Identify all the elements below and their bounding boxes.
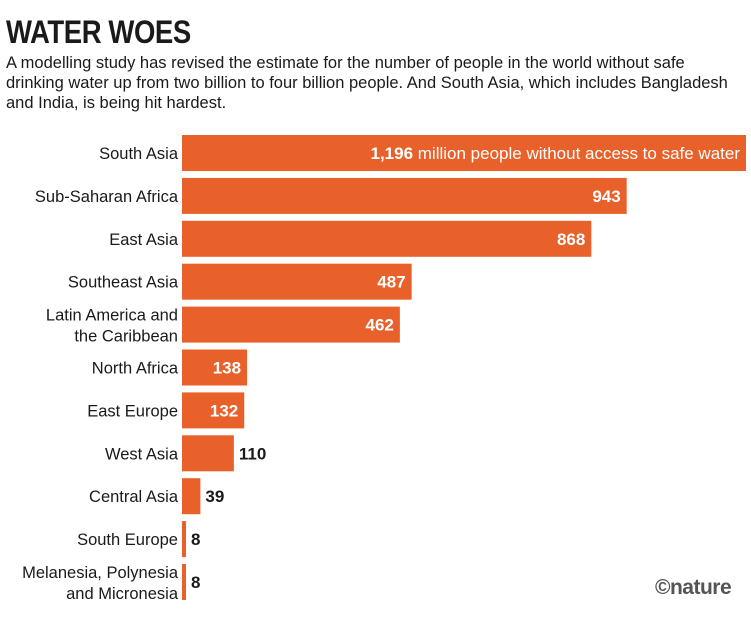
value-label: 132 — [210, 401, 238, 420]
bar — [182, 177, 627, 214]
category-label: North Africa — [92, 360, 179, 378]
category-label: West Asia — [105, 445, 179, 463]
value-label: 868 — [557, 230, 585, 249]
bar — [182, 435, 234, 472]
bar — [182, 135, 746, 171]
bar — [182, 306, 400, 343]
category-label: South Asia — [99, 145, 179, 163]
value-label: 138 — [213, 359, 241, 378]
chart-subtitle: A modelling study has revised the estima… — [6, 54, 728, 112]
category-label: East Asia — [109, 231, 179, 249]
category-label: East Europe — [87, 402, 178, 420]
bar — [182, 478, 201, 515]
value-label: 8 — [191, 530, 200, 549]
value-label: 1,196 million people without access to s… — [371, 144, 741, 163]
bar — [182, 263, 412, 300]
bar — [182, 220, 592, 257]
category-label: South Europe — [77, 531, 178, 549]
bar — [182, 392, 245, 429]
nature-credit-logo: ©nature — [655, 576, 732, 599]
value-label: 110 — [239, 444, 266, 463]
bar — [182, 564, 186, 600]
category-label: Central Asia — [89, 488, 179, 506]
chart-title: WATER WOES — [6, 14, 191, 50]
value-label: 8 — [191, 573, 200, 592]
bar — [182, 349, 248, 386]
category-label: Latin America and the Caribbean — [46, 307, 178, 346]
bar — [182, 521, 186, 558]
value-label: 39 — [205, 487, 224, 506]
category-label: Melanesia, Polynesia and Micronesia — [22, 564, 179, 603]
category-label: Southeast Asia — [68, 274, 179, 292]
category-label: Sub-Saharan Africa — [35, 188, 179, 206]
value-label: 943 — [592, 187, 620, 206]
value-label: 462 — [365, 316, 393, 335]
value-label: 487 — [377, 273, 405, 292]
